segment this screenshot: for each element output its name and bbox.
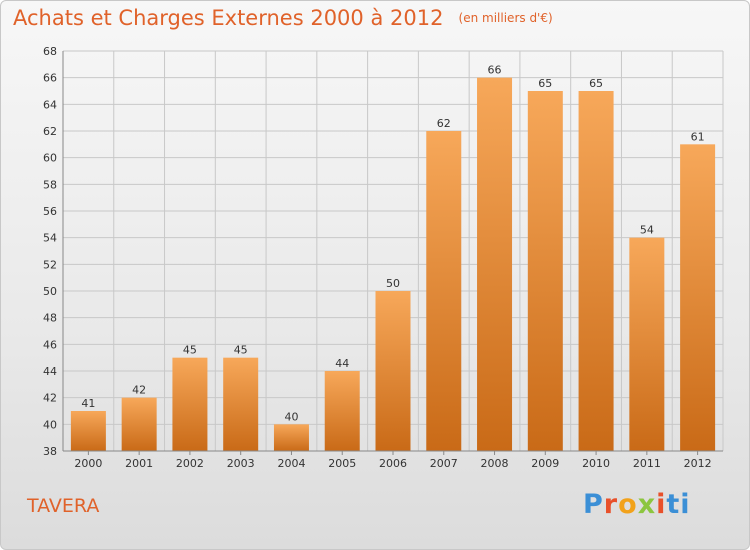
y-tick-label: 40 — [43, 418, 57, 431]
x-tick-label: 2008 — [481, 457, 509, 470]
bar-value-label: 45 — [183, 344, 197, 357]
x-tick-label: 2004 — [277, 457, 305, 470]
proxiti-logo: Proxiti — [583, 489, 691, 520]
logo-letter: i — [656, 489, 667, 520]
bar — [477, 77, 513, 452]
y-tick-label: 62 — [43, 125, 57, 138]
bar-value-label: 41 — [81, 397, 95, 410]
bar-value-label: 45 — [234, 344, 248, 357]
y-tick-label: 42 — [43, 392, 57, 405]
x-tick-label: 2003 — [227, 457, 255, 470]
title-row: Achats et Charges Externes 2000 à 2012 (… — [13, 6, 553, 30]
y-tick-label: 68 — [43, 45, 57, 58]
bar-value-label: 65 — [589, 77, 603, 90]
bar-layer — [70, 77, 716, 452]
bar-value-label: 66 — [488, 64, 502, 77]
bar — [578, 91, 614, 451]
y-tick-label: 58 — [43, 178, 57, 191]
x-tick-label: 2011 — [633, 457, 661, 470]
logo-letter: r — [603, 489, 619, 520]
bar-value-label: 62 — [437, 117, 451, 130]
y-tick-label: 54 — [43, 232, 57, 245]
x-tick-label: 2001 — [125, 457, 153, 470]
bar — [223, 357, 259, 451]
y-tick-label: 38 — [43, 445, 57, 458]
y-tick-label: 56 — [43, 205, 57, 218]
logo-letter: x — [637, 489, 657, 520]
y-tick-label: 50 — [43, 285, 57, 298]
y-tick-label: 52 — [43, 258, 57, 271]
logo-letter: ti — [666, 489, 691, 520]
place-name: TAVERA — [27, 495, 100, 517]
x-tick-label: 2012 — [684, 457, 712, 470]
bar-value-label: 54 — [640, 224, 654, 237]
bar — [629, 237, 665, 451]
y-tick-label: 60 — [43, 152, 57, 165]
bar — [324, 371, 360, 451]
x-tick-label: 2007 — [430, 457, 458, 470]
bar — [172, 357, 208, 451]
x-tick-label: 2000 — [74, 457, 102, 470]
logo-letter: o — [618, 489, 638, 520]
x-tick-label: 2009 — [531, 457, 559, 470]
axis-layer: 38 40 42 44 46 48 50 52 54 56 58 60 62 64 66 68 41 2000 42… — [43, 45, 723, 470]
chart-title: Achats et Charges Externes 2000 à 2012 — [13, 6, 444, 30]
logo-letter: P — [583, 489, 604, 520]
x-tick-label: 2005 — [328, 457, 356, 470]
chart-subtitle: (en milliers d'€) — [458, 11, 553, 25]
x-tick-label: 2002 — [176, 457, 204, 470]
y-tick-label: 66 — [43, 72, 57, 85]
bar-value-label: 65 — [538, 77, 552, 90]
bar — [426, 131, 462, 451]
bar-value-label: 50 — [386, 277, 400, 290]
bar — [375, 291, 411, 451]
bar — [121, 397, 157, 451]
bar-value-label: 42 — [132, 384, 146, 397]
y-tick-label: 46 — [43, 338, 57, 351]
bar-value-label: 44 — [335, 357, 349, 370]
x-tick-label: 2006 — [379, 457, 407, 470]
bar-value-label: 61 — [691, 130, 705, 143]
x-tick-label: 2010 — [582, 457, 610, 470]
bar-value-label: 40 — [284, 410, 298, 423]
y-tick-label: 44 — [43, 365, 57, 378]
bar — [70, 411, 106, 451]
bar — [273, 424, 309, 451]
y-tick-label: 48 — [43, 312, 57, 325]
y-tick-label: 64 — [43, 98, 57, 111]
bar — [680, 144, 716, 452]
bar — [527, 91, 563, 451]
